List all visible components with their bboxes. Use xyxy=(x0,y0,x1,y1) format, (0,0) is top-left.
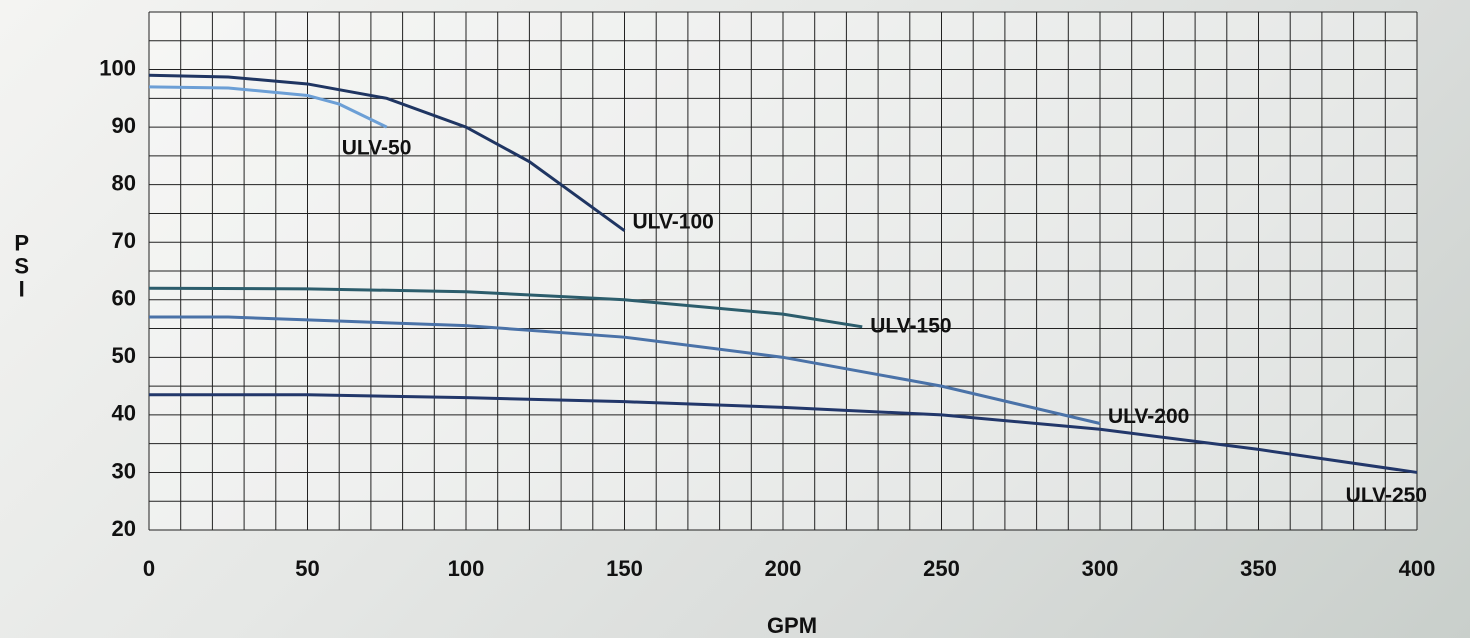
y-tick-label: 90 xyxy=(112,113,136,138)
series-label: ULV-150 xyxy=(870,314,951,337)
y-tick-label: 70 xyxy=(112,228,136,253)
y-tick-label: 30 xyxy=(112,458,136,483)
series-label: ULV-100 xyxy=(633,210,714,233)
x-tick-label: 350 xyxy=(1240,556,1277,581)
x-axis-label: GPM xyxy=(767,613,817,638)
series-line xyxy=(148,85,388,129)
series-line xyxy=(149,315,1101,425)
series-line xyxy=(148,73,626,232)
x-tick-label: 250 xyxy=(923,556,960,581)
series-line xyxy=(149,393,1418,474)
x-tick-label: 200 xyxy=(765,556,802,581)
series-label: ULV-200 xyxy=(1108,405,1189,428)
y-tick-label: 50 xyxy=(112,343,136,368)
x-tick-label: 150 xyxy=(606,556,643,581)
y-tick-label: 80 xyxy=(112,170,136,195)
y-tick-label: 20 xyxy=(112,516,136,541)
x-tick-label: 300 xyxy=(1082,556,1119,581)
x-tick-label: 0 xyxy=(143,556,155,581)
x-tick-label: 400 xyxy=(1399,556,1436,581)
y-tick-label: 40 xyxy=(112,401,136,426)
x-tick-label: 50 xyxy=(295,556,319,581)
y-tick-label: 60 xyxy=(112,286,136,311)
x-tick-label: 100 xyxy=(448,556,485,581)
series-line xyxy=(148,286,863,329)
y-axis-label: PSI xyxy=(9,231,34,300)
y-tick-label: 100 xyxy=(99,55,136,80)
series-label: ULV-250 xyxy=(1346,484,1427,507)
series-label: ULV-50 xyxy=(342,137,412,160)
